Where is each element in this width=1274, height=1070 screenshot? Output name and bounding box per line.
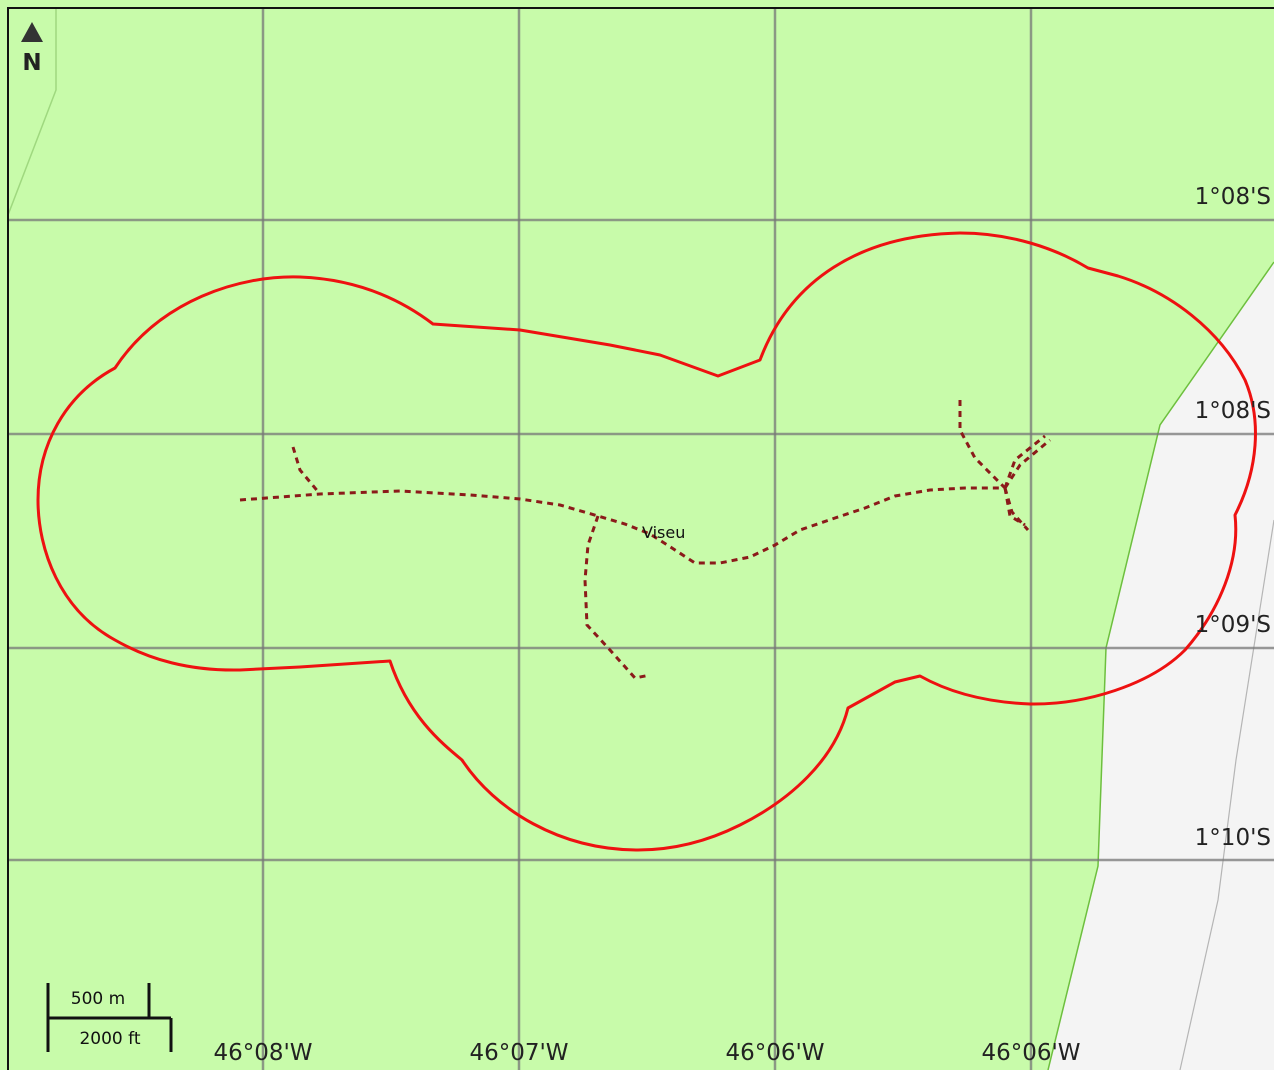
track-main	[239, 486, 1005, 565]
track-lines	[239, 400, 1051, 680]
track-branch-east	[1003, 438, 1051, 489]
scale-metric-label: 500 m	[71, 989, 125, 1009]
place-label: Viseu	[642, 523, 685, 542]
scale-imperial-label: 2000 ft	[79, 1029, 140, 1049]
north-label: N	[22, 50, 41, 76]
track-branch-north	[958, 400, 1007, 490]
lat-label: 1°09'S	[1195, 612, 1271, 638]
outside-area	[1048, 262, 1274, 1070]
track-branch-south	[583, 515, 651, 680]
track-branch-west	[291, 446, 322, 495]
track-branch-southeast	[1003, 487, 1030, 531]
boundary-line	[36, 231, 1257, 852]
lon-label: 46°08'W	[213, 1040, 312, 1066]
lon-label: 46°06'W	[725, 1040, 824, 1066]
map-frame	[7, 7, 1274, 1070]
north-arrow-icon: N	[21, 22, 43, 76]
lon-label: 46°06'W	[981, 1040, 1080, 1066]
scale-bar	[46, 983, 173, 1052]
coastline-west	[7, 8, 57, 216]
lat-label: 1°08'S	[1195, 398, 1271, 424]
lat-label: 1°08'S	[1195, 184, 1271, 210]
grid-lines	[8, 8, 1274, 1070]
lat-label: 1°10'S	[1195, 825, 1271, 851]
lon-label: 46°07'W	[469, 1040, 568, 1066]
road-line	[1179, 519, 1274, 1070]
track-branch-northeast	[1003, 434, 1046, 489]
